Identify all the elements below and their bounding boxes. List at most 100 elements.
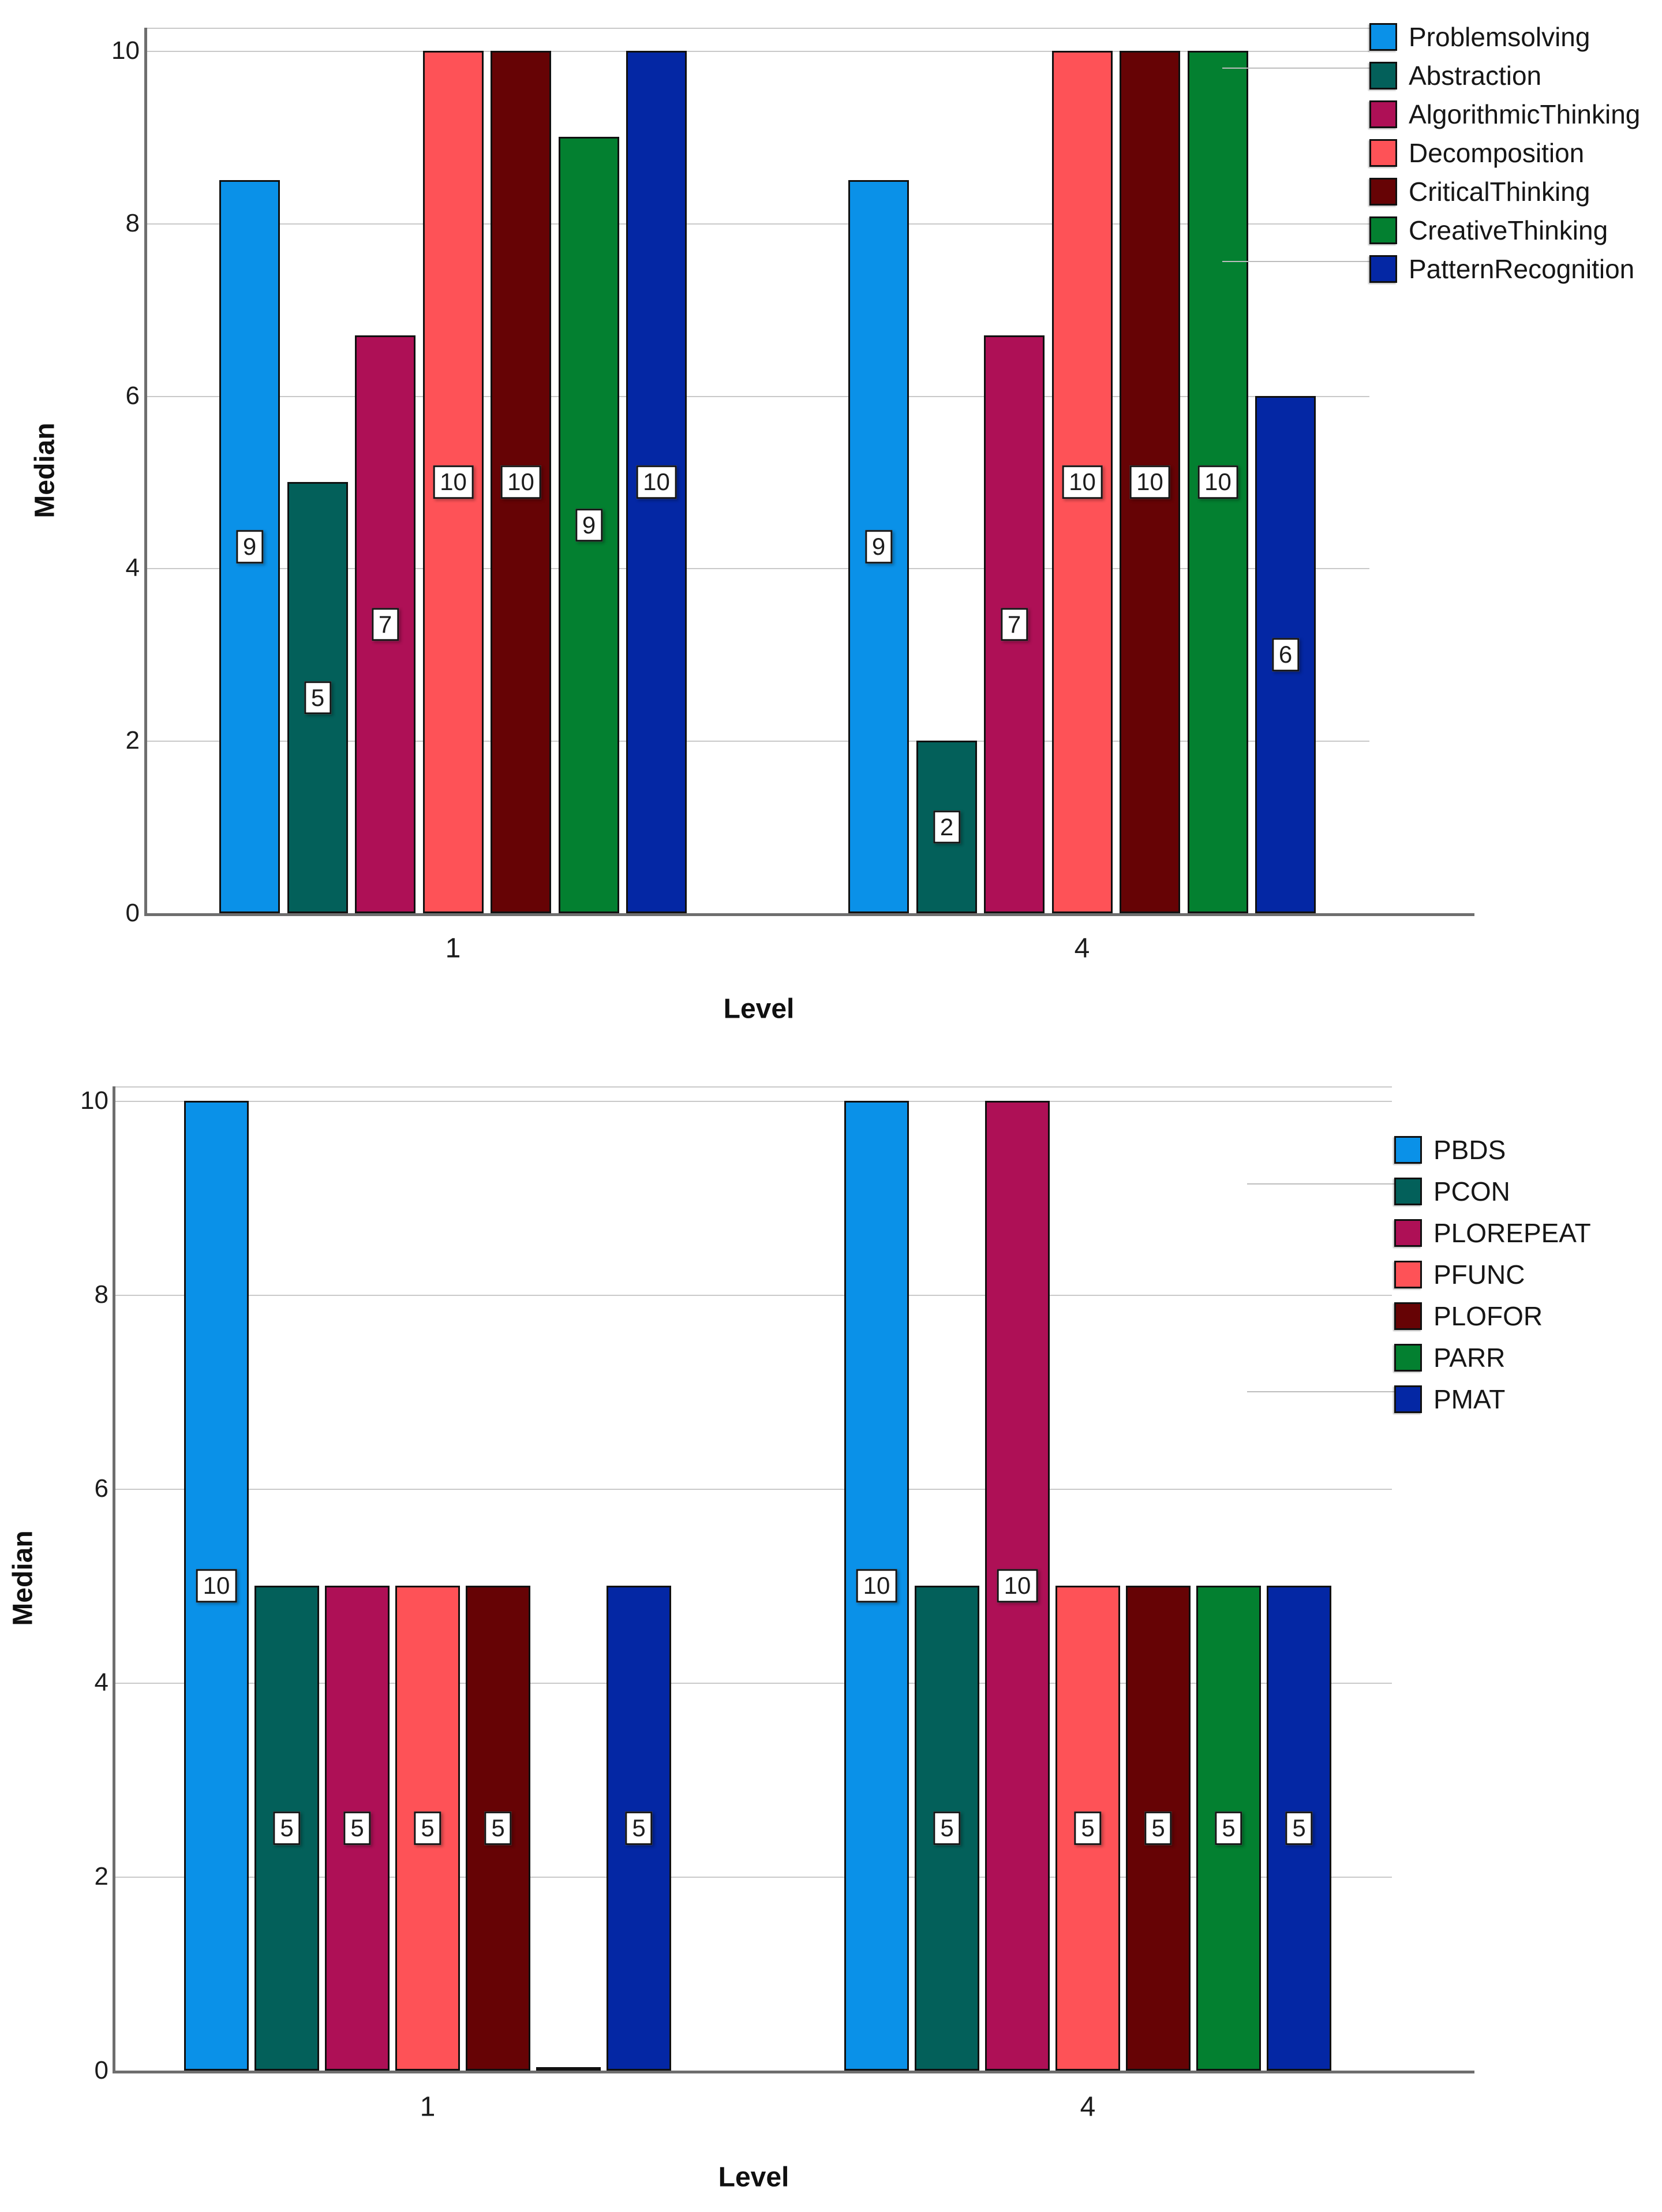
x-axis-title: Level: [718, 2162, 789, 2193]
bar-value-label: 10: [636, 465, 677, 499]
plot-frame-top: [115, 1086, 1392, 1088]
legend-swatch-pbds: [1394, 1136, 1422, 1164]
legend-swatch-criticalthinking: [1369, 178, 1397, 205]
legend-swatch-problemsolving: [1369, 23, 1397, 51]
legend-leader-line: [1222, 261, 1369, 262]
y-axis-tick-label: 2: [94, 1862, 108, 1890]
legend-swatch-pfunc: [1394, 1261, 1422, 1288]
bar-value-label: 5: [1144, 1811, 1172, 1845]
legend-swatch-pcon: [1394, 1178, 1422, 1205]
legend-swatch-algorithmicthinking: [1369, 100, 1397, 128]
gridline-y8: [147, 223, 1369, 225]
legend-label-plofor: PLOFOR: [1433, 1301, 1543, 1331]
gridline-y6: [115, 1489, 1392, 1490]
gridline-y2: [147, 741, 1369, 742]
bar-value-label: 10: [433, 465, 474, 499]
legend-label-algorithmicthinking: AlgorithmicThinking: [1409, 99, 1641, 129]
bar-value-label: 10: [196, 1569, 237, 1602]
bar-value-label: 9: [235, 530, 264, 563]
bar-patternrecognition-level-4: [1255, 396, 1316, 913]
y-axis-title: Median: [8, 1530, 39, 1626]
legend-label-patternrecognition: PatternRecognition: [1409, 254, 1635, 284]
bar-value-label: 10: [1197, 465, 1238, 499]
legend-label-parr: PARR: [1433, 1343, 1506, 1373]
legend-label-pbds: PBDS: [1433, 1135, 1506, 1165]
legend-label-pcon: PCON: [1433, 1176, 1510, 1206]
bar-value-label: 5: [343, 1811, 371, 1845]
x-axis-line: [144, 913, 1474, 916]
bar-value-label: 10: [997, 1569, 1038, 1602]
bar-value-label: 10: [1129, 465, 1170, 499]
bar-value-label: 5: [484, 1811, 512, 1845]
gridline-y4: [115, 1683, 1392, 1684]
bar-value-label: 10: [500, 465, 541, 499]
gridline-y4: [147, 568, 1369, 569]
y-axis-tick-label: 10: [80, 1086, 108, 1115]
y-axis-tick-label: 6: [125, 382, 140, 410]
legend-label-pmat: PMAT: [1433, 1384, 1506, 1414]
gridline-y10: [115, 1101, 1392, 1102]
legend-label-abstraction: Abstraction: [1409, 61, 1542, 91]
gridline-y10: [147, 51, 1369, 52]
legend-swatch-decomposition: [1369, 139, 1397, 167]
legend-label-plorepeat: PLOREPEAT: [1433, 1218, 1591, 1248]
legend-swatch-parr: [1394, 1344, 1422, 1372]
legend-label-problemsolving: Problemsolving: [1409, 22, 1590, 52]
x-axis-category-label: 4: [1080, 2091, 1096, 2123]
legend-leader-line: [1247, 1183, 1394, 1185]
legend-swatch-creativethinking: [1369, 216, 1397, 244]
legend-label-creativethinking: CreativeThinking: [1409, 215, 1608, 245]
bar-value-label: 9: [864, 530, 893, 563]
gridline-y6: [147, 396, 1369, 397]
bar-value-label: 7: [371, 607, 399, 641]
y-axis-tick-label: 0: [94, 2056, 108, 2084]
bar-value-label: 5: [1074, 1811, 1102, 1845]
legend-label-decomposition: Decomposition: [1409, 138, 1585, 168]
bar-parr-level-1-zero: [536, 2067, 601, 2071]
x-axis-category-label: 1: [445, 933, 461, 964]
bar-value-label: 5: [1285, 1811, 1313, 1845]
plot-frame-top: [147, 28, 1369, 29]
bar-value-label: 7: [1000, 607, 1028, 641]
gridline-y2: [115, 1877, 1392, 1878]
y-axis-tick-label: 6: [94, 1474, 108, 1503]
legend-swatch-plofor: [1394, 1302, 1422, 1330]
y-axis-title: Median: [29, 423, 61, 518]
legend-swatch-abstraction: [1369, 62, 1397, 89]
y-axis-tick-label: 8: [94, 1280, 108, 1309]
bar-value-label: 5: [414, 1811, 441, 1845]
x-axis-category-label: 4: [1074, 933, 1090, 964]
x-axis-category-label: 1: [420, 2091, 436, 2123]
bar-value-label: 5: [304, 681, 332, 715]
bar-value-label: 5: [933, 1811, 961, 1845]
bar-value-label: 5: [1215, 1811, 1242, 1845]
bar-value-label: 6: [1271, 638, 1300, 671]
bar-value-label: 2: [933, 810, 961, 844]
bar-value-label: 10: [1062, 465, 1103, 499]
bar-value-label: 5: [625, 1811, 653, 1845]
legend-swatch-pmat: [1394, 1385, 1422, 1413]
bar-value-label: 5: [273, 1811, 301, 1845]
legend-label-criticalthinking: CriticalThinking: [1409, 177, 1590, 207]
legend-swatch-plorepeat: [1394, 1219, 1422, 1247]
y-axis-tick-label: 4: [94, 1668, 108, 1697]
bar-parr-level-4: [1196, 1586, 1261, 2071]
gridline-y8: [115, 1295, 1392, 1296]
x-axis-title: Level: [723, 993, 795, 1025]
bar-value-label: 9: [575, 508, 603, 542]
legend-leader-line: [1247, 1391, 1394, 1392]
y-axis-tick-label: 2: [125, 726, 140, 754]
y-axis-line: [144, 28, 147, 913]
y-axis-tick-label: 4: [125, 554, 140, 582]
x-axis-line: [113, 2071, 1474, 2073]
y-axis-tick-label: 0: [125, 899, 140, 927]
legend-leader-line: [1222, 68, 1369, 69]
legend-swatch-patternrecognition: [1369, 255, 1397, 283]
bar-algorithmicthinking-level-1: [355, 335, 415, 913]
bar-value-label: 10: [856, 1569, 897, 1602]
y-axis-tick-label: 8: [125, 209, 140, 237]
legend-label-pfunc: PFUNC: [1433, 1260, 1525, 1290]
y-axis-line: [113, 1086, 115, 2071]
y-axis-tick-label: 10: [111, 36, 140, 65]
